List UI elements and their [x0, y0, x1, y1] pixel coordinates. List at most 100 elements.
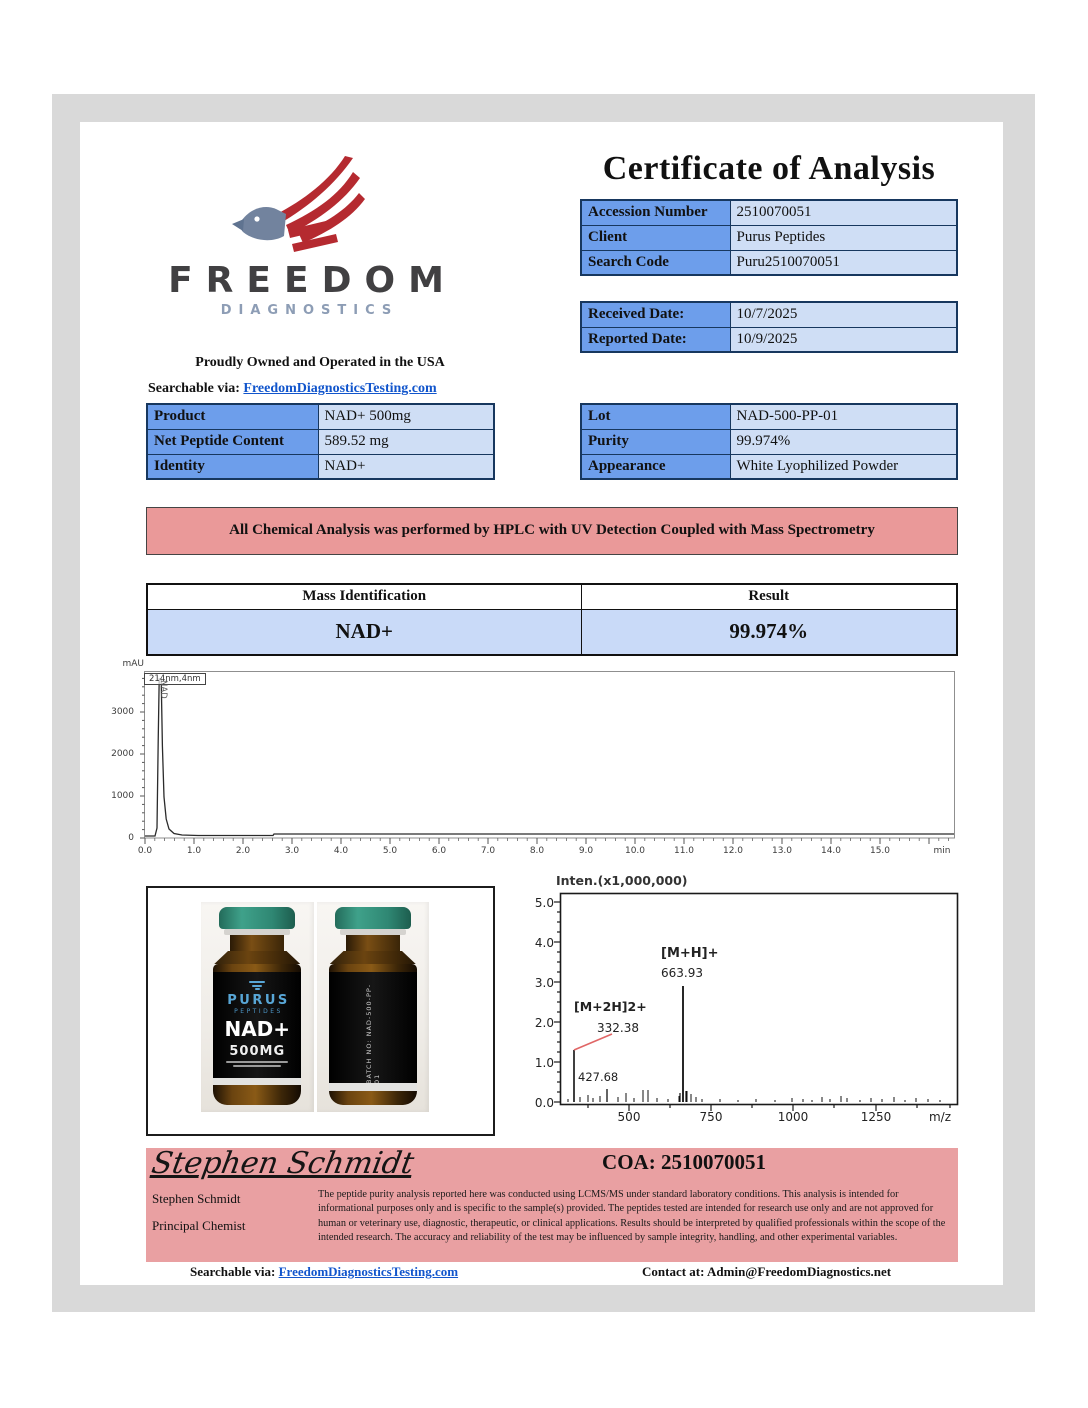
vial-body: PURUS PEPTIDES NAD+ 500MG	[213, 964, 302, 1105]
mass-spectrum-plot	[554, 892, 959, 1111]
vial-front-photo: PURUS PEPTIDES NAD+ 500MG	[201, 902, 314, 1112]
table-header-row: Mass Identification Result	[146, 583, 958, 610]
table-row: NAD+ 99.974%	[146, 608, 958, 656]
vial-shoulder	[214, 951, 301, 964]
page-title: Certificate of Analysis	[602, 150, 936, 187]
vial-back-label: BATCH NO: NAD-500-PP-01	[328, 972, 417, 1084]
table-row: Product NAD+ 500mg	[146, 403, 495, 430]
purus-logo-icon	[249, 981, 266, 990]
peak-label: NAD	[158, 680, 168, 699]
searchable-label: Searchable via:	[148, 381, 240, 396]
vial-front: PURUS PEPTIDES NAD+ 500MG	[213, 907, 302, 1107]
hplc-ytick: 0	[128, 833, 134, 843]
lot-value: NAD-500-PP-01	[729, 403, 958, 430]
coa-number: COA: 2510070051	[602, 1150, 766, 1174]
hplc-chromatogram-plot	[140, 671, 955, 844]
received-date-value: 10/7/2025	[729, 301, 958, 328]
hplc-xtick: 9.0	[578, 846, 594, 856]
vial-neck	[345, 935, 400, 951]
client-value: Purus Peptides	[729, 224, 958, 251]
method-banner: All Chemical Analysis was performed by H…	[146, 507, 958, 555]
fine-print-line	[233, 1065, 282, 1067]
hplc-xtick: 5.0	[382, 846, 398, 856]
hplc-xtick: 14.0	[820, 846, 842, 856]
table-row: Appearance White Lyophilized Powder	[580, 453, 958, 480]
appearance-label: Appearance	[580, 453, 731, 480]
accession-table: Accession Number 2510070051 Client Purus…	[580, 199, 958, 276]
ms-ytick: 3.0	[534, 976, 554, 990]
search-code-label: Search Code	[580, 249, 731, 276]
ms-ytick: 1.0	[534, 1056, 554, 1070]
ms-peak-mz: 332.38	[597, 1021, 639, 1035]
vial-body: BATCH NO: NAD-500-PP-01	[328, 964, 417, 1105]
hplc-xtick: 2.0	[235, 846, 251, 856]
hplc-xtick: 10.0	[624, 846, 646, 856]
ms-ytick: 2.0	[534, 1016, 554, 1030]
purity-label: Purity	[580, 428, 731, 455]
footer-contact-label: Contact at:	[642, 1264, 705, 1279]
ms-xtick: 1250	[860, 1110, 892, 1124]
mass-id-value: NAD+	[146, 608, 582, 656]
dates-table: Received Date: 10/7/2025 Reported Date: …	[580, 301, 958, 353]
table-row: Purity 99.974%	[580, 428, 958, 455]
ms-peak-mz: 427.68	[578, 1070, 619, 1084]
net-content-label: Net Peptide Content	[146, 428, 319, 455]
usa-tagline: Proudly Owned and Operated in the USA	[195, 355, 445, 370]
disclaimer-text: The peptide purity analysis reported her…	[318, 1189, 946, 1244]
product-photo-frame: PURUS PEPTIDES NAD+ 500MG	[146, 886, 495, 1136]
identity-value: NAD+	[317, 453, 495, 480]
fine-print-line	[226, 1061, 289, 1063]
ms-xtick: 750	[699, 1110, 723, 1124]
identity-label: Identity	[146, 453, 319, 480]
ms-peak-annotation: [M+H]+	[661, 946, 719, 961]
footer-searchable-line: Searchable via: FreedomDiagnosticsTestin…	[190, 1264, 458, 1280]
vial-crimp	[224, 929, 291, 935]
mass-id-header: Mass Identification	[146, 583, 582, 610]
product-value: NAD+ 500mg	[317, 403, 495, 430]
label-edge	[328, 1083, 417, 1091]
vial-brand-sub: PEPTIDES	[234, 1008, 283, 1015]
vial-cap	[334, 907, 411, 929]
ms-ytick: 0.0	[534, 1096, 554, 1110]
hplc-xtick: 13.0	[771, 846, 793, 856]
lot-label: Lot	[580, 403, 731, 430]
reported-date-value: 10/9/2025	[729, 326, 958, 353]
table-row: Net Peptide Content 589.52 mg	[146, 428, 495, 455]
client-label: Client	[580, 224, 731, 251]
footer-searchable-link[interactable]: FreedomDiagnosticsTesting.com	[278, 1264, 459, 1279]
table-row: Reported Date: 10/9/2025	[580, 326, 958, 353]
ms-peak-mz: 663.93	[661, 966, 703, 980]
signer-role: Principal Chemist	[152, 1218, 246, 1233]
vial-dose: 500MG	[229, 1044, 286, 1059]
searchable-link[interactable]: FreedomDiagnosticsTesting.com	[243, 381, 437, 396]
hplc-ylabel: mAU	[122, 659, 144, 669]
logo-subtitle: DIAGNOSTICS	[220, 303, 399, 318]
result-value: 99.974%	[580, 608, 958, 656]
label-edge	[213, 1078, 302, 1085]
hplc-xtick: 15.0	[869, 846, 891, 856]
signer-name: Stephen Schmidt	[152, 1191, 241, 1206]
ms-title: Inten.(x1,000,000)	[556, 873, 688, 888]
appearance-value: White Lyophilized Powder	[729, 453, 958, 480]
hplc-ytick: 2000	[111, 749, 134, 759]
hplc-xtick: 0.0	[137, 846, 153, 856]
table-row: Identity NAD+	[146, 453, 495, 480]
ms-peak-annotation: [M+2H]2+	[574, 999, 647, 1014]
purity-value: 99.974%	[729, 428, 958, 455]
hplc-ytick: 3000	[111, 707, 134, 717]
hplc-xunits: min	[933, 846, 951, 856]
vial-batch-text: BATCH NO: NAD-500-PP-01	[364, 983, 381, 1084]
vial-shoulder	[329, 951, 416, 964]
vial-crimp	[339, 929, 406, 935]
searchable-line: Searchable via: FreedomDiagnosticsTestin…	[148, 381, 437, 397]
vial-photos: PURUS PEPTIDES NAD+ 500MG	[201, 902, 429, 1112]
accession-label: Accession Number	[580, 199, 731, 226]
hplc-ytick: 1000	[111, 791, 134, 801]
hplc-xtick: 4.0	[333, 846, 349, 856]
lot-table: Lot NAD-500-PP-01 Purity 99.974% Appeara…	[580, 403, 958, 480]
ms-annotation-line	[573, 1033, 613, 1051]
vial-cap	[219, 907, 296, 929]
ms-xunits: m/z	[928, 1110, 952, 1124]
vial-brand: PURUS	[227, 993, 290, 1008]
